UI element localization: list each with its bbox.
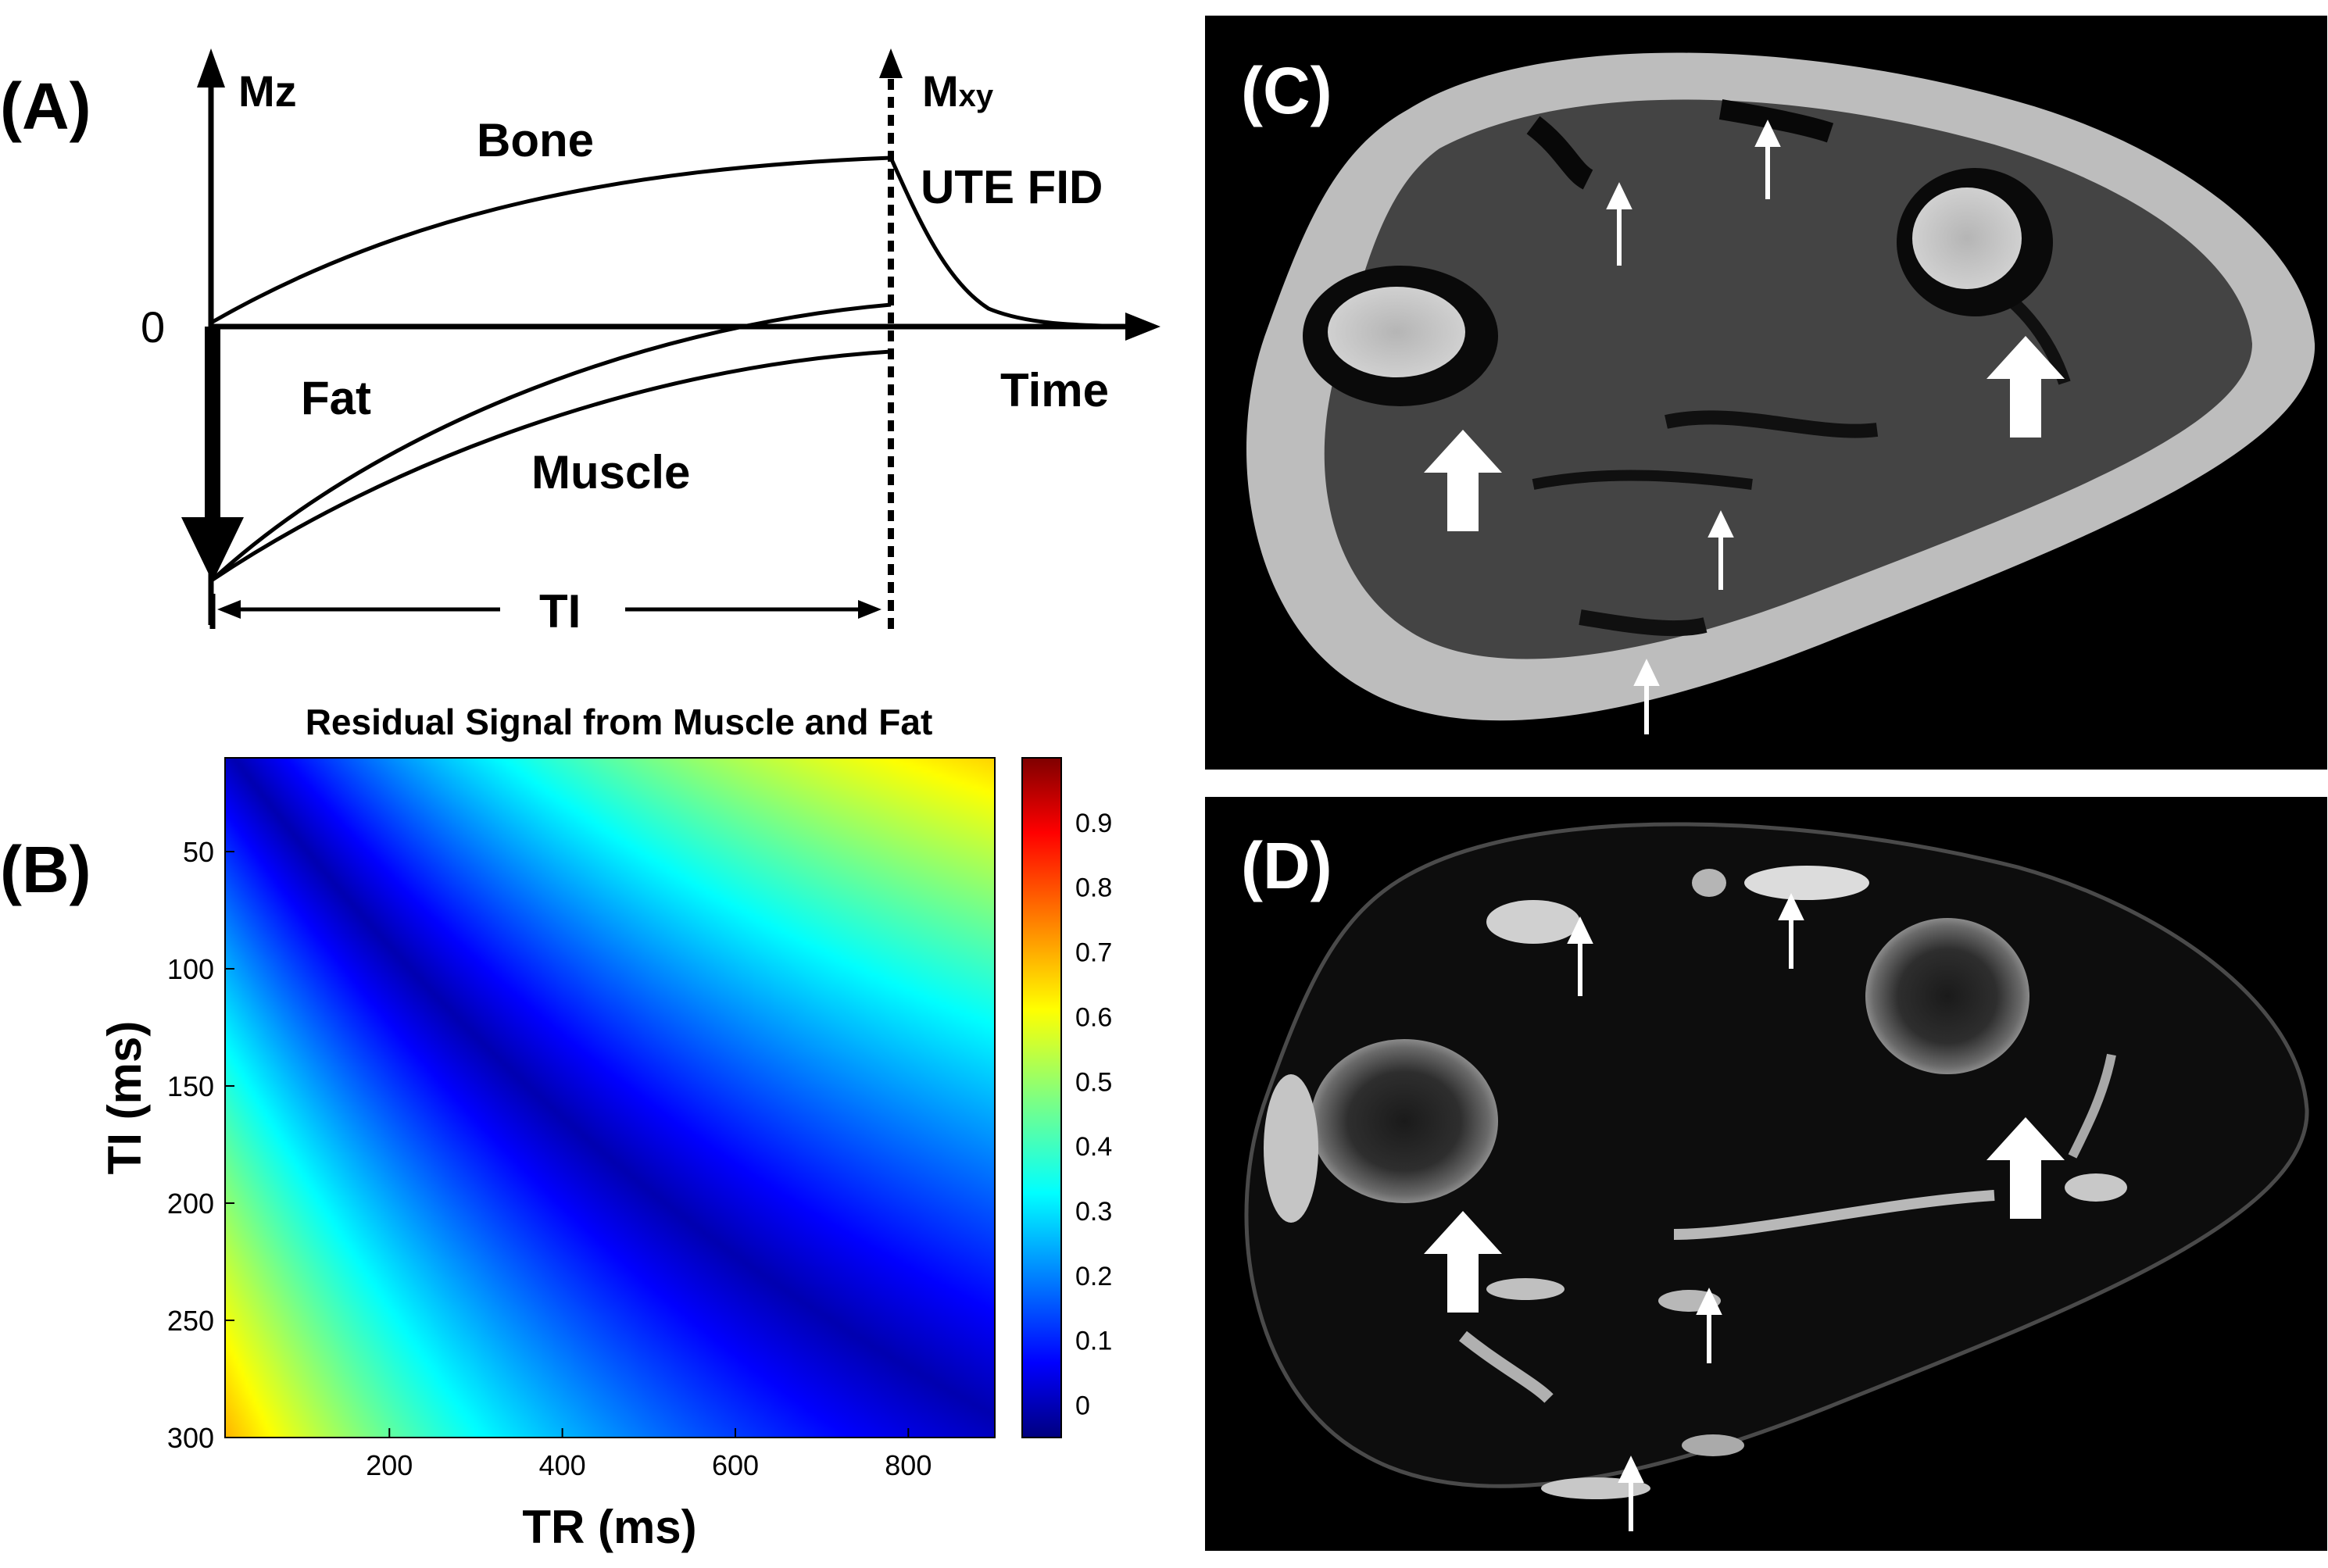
fat-label: Fat	[301, 372, 371, 424]
left-bone-marrow	[1328, 287, 1465, 377]
heatmap-xlabel: TR (ms)	[522, 1501, 696, 1553]
panel-b-heatmap: Residual Signal from Muscle and Fat 200 4…	[98, 702, 1112, 1553]
colorbar-tick-label: 0.2	[1075, 1262, 1112, 1291]
panel-label-d: (D)	[1241, 829, 1332, 902]
x-tick-label: 800	[885, 1449, 932, 1481]
heatmap-title: Residual Signal from Muscle and Fat	[306, 702, 933, 742]
panel-d-mri-image	[1205, 797, 2327, 1551]
panel-label-a: (A)	[0, 70, 91, 143]
ti-span-right-arrowhead	[858, 600, 881, 619]
y-tick-label: 200	[167, 1188, 214, 1220]
small-arrow-1	[1606, 182, 1632, 266]
fascia-streak-4	[1532, 470, 1753, 490]
small-arrow-d1	[1567, 916, 1593, 996]
colorbar	[1021, 757, 1062, 1438]
bright-streak-1	[1673, 1190, 1995, 1240]
panel-label-b: (B)	[0, 833, 91, 906]
inversion-arrowhead	[181, 517, 244, 582]
heatmap-frame	[224, 757, 996, 1438]
y-tick-label: 150	[167, 1070, 214, 1102]
bright-fragment-9	[1682, 1434, 1744, 1456]
panel-label-c: (C)	[1241, 54, 1332, 127]
small-arrow-d4	[1618, 1455, 1644, 1531]
panel-a-diagram: Mz Mxy 0 Bone UTE FID Fat Muscle Time TI	[141, 48, 1160, 638]
mxy-axis-arrowhead	[879, 48, 903, 78]
muscle-curve	[211, 349, 892, 582]
y-tick-label: 100	[167, 953, 214, 985]
colorbar-tick-label: 0.9	[1075, 809, 1112, 838]
fascia-streak-6	[1579, 609, 1708, 637]
fascia-streak-1	[1526, 116, 1594, 190]
bright-fragment-2	[1744, 866, 1869, 900]
x-tick-label: 400	[539, 1449, 586, 1481]
colorbar-tick-label: 0.3	[1075, 1197, 1112, 1227]
small-arrow-d2	[1778, 893, 1804, 969]
time-axis-arrowhead	[1125, 313, 1160, 341]
big-arrow-left-d	[1424, 1211, 1502, 1313]
fascia-streak-3	[1665, 410, 1879, 438]
y-tick-label: 300	[167, 1422, 214, 1454]
bright-streak-3	[2068, 1053, 2116, 1159]
y-tick-label: 50	[183, 836, 214, 868]
big-arrow-left	[1424, 430, 1502, 531]
fat-curve	[211, 302, 892, 581]
heatmap-plot-area	[225, 758, 995, 1438]
bright-fragment-1	[1486, 900, 1580, 944]
x-tick-label: 600	[712, 1449, 759, 1481]
colorbar-tick-label: 0.5	[1075, 1067, 1112, 1097]
big-arrow-right	[1986, 336, 2065, 438]
small-arrow-4	[1633, 659, 1660, 734]
left-bone-cortex-bright	[1311, 1039, 1498, 1203]
limb-outline-faint	[1244, 822, 2309, 1488]
colorbar-tick-label: 0.4	[1075, 1132, 1112, 1162]
colorbar-tick-label: 0.8	[1075, 873, 1112, 903]
mz-label: Mz	[238, 66, 297, 116]
right-bone-marrow	[1912, 188, 2022, 289]
small-arrow-d3	[1696, 1288, 1722, 1363]
fascia-streak-2	[1718, 99, 1834, 143]
ti-label: TI	[539, 585, 581, 638]
bright-streak-2	[1459, 1330, 1554, 1403]
mxy-label: Mxy	[922, 66, 994, 116]
big-arrow-right-d	[1986, 1117, 2065, 1219]
heatmap-ylabel: TI (ms)	[98, 1021, 151, 1175]
colorbar-tick-label: 0.7	[1075, 938, 1112, 968]
x-tick-label: 200	[366, 1449, 413, 1481]
colorbar-tick-label: 0.6	[1075, 1002, 1112, 1032]
panel-c-mri-image	[1205, 16, 2327, 770]
right-bone-cortex-bright	[1865, 918, 2029, 1074]
muscle-label: Muscle	[531, 446, 690, 498]
ute-fid-label: UTE FID	[921, 161, 1103, 213]
colorbar-tick-label: 0.1	[1075, 1327, 1112, 1356]
bone-curve	[211, 155, 892, 324]
small-arrow-3	[1708, 510, 1734, 590]
bright-fragment-4	[1264, 1074, 1318, 1223]
panel-c-drawing	[1246, 52, 2315, 734]
small-arrow-2	[1754, 120, 1781, 199]
bone-label: Bone	[477, 114, 594, 166]
ti-span-left-arrowhead	[217, 600, 241, 619]
zero-label: 0	[141, 302, 165, 352]
colorbar-tick-label: 0	[1075, 1391, 1090, 1421]
mz-axis-arrowhead	[197, 48, 225, 88]
time-label: Time	[1000, 364, 1109, 416]
bright-fragment-3	[1692, 869, 1726, 897]
bright-fragment-5	[2065, 1173, 2127, 1202]
panel-d-drawing	[1244, 822, 2309, 1531]
y-tick-label: 250	[167, 1305, 214, 1337]
ute-fid-curve	[889, 156, 1126, 329]
bright-fragment-7	[1486, 1278, 1565, 1300]
